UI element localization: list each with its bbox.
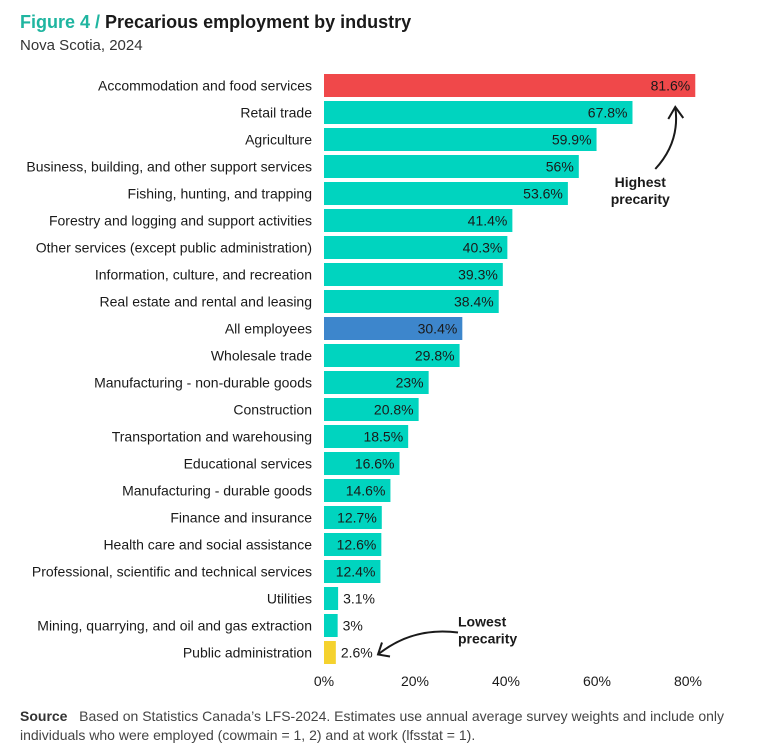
bars-group: Accommodation and food services 81.6% Reta…	[26, 74, 696, 664]
bar	[324, 182, 568, 205]
highest-arrow	[654, 106, 678, 170]
bar	[324, 263, 503, 286]
category-label: Fishing, hunting, and trapping	[128, 186, 312, 202]
value-label: 12.6%	[337, 537, 377, 553]
bar	[324, 236, 508, 259]
category-label: Wholesale trade	[211, 348, 312, 364]
bar	[324, 74, 696, 97]
bar	[324, 128, 597, 151]
value-label: 16.6%	[355, 456, 395, 472]
value-label: 41.4%	[468, 213, 508, 229]
bar	[324, 101, 633, 124]
bar	[324, 614, 338, 637]
bar	[324, 425, 409, 448]
category-label: Construction	[233, 402, 312, 418]
lowest-arrow	[377, 630, 459, 656]
bar	[324, 371, 429, 394]
figure-label: Figure 4 /	[20, 12, 101, 32]
category-label: Accommodation and food services	[98, 78, 312, 94]
category-label: Health care and social assistance	[103, 537, 312, 553]
chart-title: Figure 4 / Precarious employment by indu…	[20, 12, 411, 33]
bar	[324, 398, 419, 421]
bar	[324, 452, 400, 475]
value-label: 29.8%	[415, 348, 455, 364]
x-tick-label: 60%	[583, 673, 611, 689]
category-label: Public administration	[183, 645, 312, 661]
category-label: Professional, scientific and technical s…	[32, 564, 312, 580]
value-label: 20.8%	[374, 402, 414, 418]
value-label: 3%	[343, 618, 363, 634]
value-label: 14.6%	[346, 483, 386, 499]
value-label: 2.6%	[341, 645, 373, 661]
value-label: 38.4%	[454, 294, 494, 310]
source-text: Based on Statistics Canada’s LFS-2024. E…	[20, 708, 725, 743]
category-label: Retail trade	[240, 105, 312, 121]
bar	[324, 155, 579, 178]
bar	[324, 209, 513, 232]
category-label: Business, building, and other support se…	[26, 159, 312, 175]
category-label: Transportation and warehousing	[112, 429, 312, 445]
category-label: Mining, quarrying, and oil and gas extra…	[37, 618, 312, 634]
value-label: 39.3%	[458, 267, 498, 283]
value-label: 12.4%	[336, 564, 376, 580]
value-label: 3.1%	[343, 591, 375, 607]
x-axis-ticks: 0% 20% 40% 60% 80%	[314, 673, 702, 689]
x-tick-label: 40%	[492, 673, 520, 689]
value-label: 67.8%	[588, 105, 628, 121]
bar	[324, 317, 463, 340]
bar	[324, 506, 382, 529]
category-label: Utilities	[267, 591, 312, 607]
bar	[324, 533, 382, 556]
bar	[324, 290, 499, 313]
category-label: All employees	[225, 321, 312, 337]
category-label: Other services (except public administra…	[36, 240, 312, 256]
source-label: Source	[20, 708, 68, 724]
highest-annotation-text: precarity	[611, 191, 670, 207]
bar	[324, 560, 381, 583]
category-label: Information, culture, and recreation	[95, 267, 312, 283]
lowest-annotation-text: Lowest	[458, 614, 507, 630]
highest-arrowhead	[667, 105, 685, 120]
category-label: Agriculture	[245, 132, 312, 148]
value-label: 56%	[546, 159, 574, 175]
lowest-arrowhead	[376, 642, 391, 658]
category-label: Manufacturing - durable goods	[122, 483, 312, 499]
category-label: Finance and insurance	[170, 510, 312, 526]
highest-annotation-text: Highest	[615, 174, 667, 190]
lowest-annotation-text: precarity	[458, 631, 517, 647]
category-label: Real estate and rental and leasing	[100, 294, 312, 310]
value-label: 18.5%	[363, 429, 403, 445]
value-label: 40.3%	[463, 240, 503, 256]
category-label: Educational services	[184, 456, 312, 472]
value-label: 53.6%	[523, 186, 563, 202]
chart-subtitle: Nova Scotia, 2024	[20, 37, 143, 54]
category-label: Manufacturing - non-durable goods	[94, 375, 312, 391]
bar	[324, 641, 336, 664]
x-tick-label: 20%	[401, 673, 429, 689]
bar-chart: Accommodation and food services 81.6% Reta…	[26, 74, 702, 689]
value-label: 12.7%	[337, 510, 377, 526]
source-note: Source Based on Statistics Canada’s LFS-…	[20, 707, 760, 745]
x-tick-label: 0%	[314, 673, 334, 689]
value-label: 81.6%	[651, 78, 691, 94]
x-tick-label: 80%	[674, 673, 702, 689]
bar	[324, 344, 460, 367]
value-label: 59.9%	[552, 132, 592, 148]
value-label: 23%	[396, 375, 424, 391]
title-text: Precarious employment by industry	[105, 12, 412, 32]
category-label: Forestry and logging and support activit…	[49, 213, 312, 229]
value-label: 30.4%	[418, 321, 458, 337]
bar	[324, 479, 391, 502]
bar	[324, 587, 339, 610]
